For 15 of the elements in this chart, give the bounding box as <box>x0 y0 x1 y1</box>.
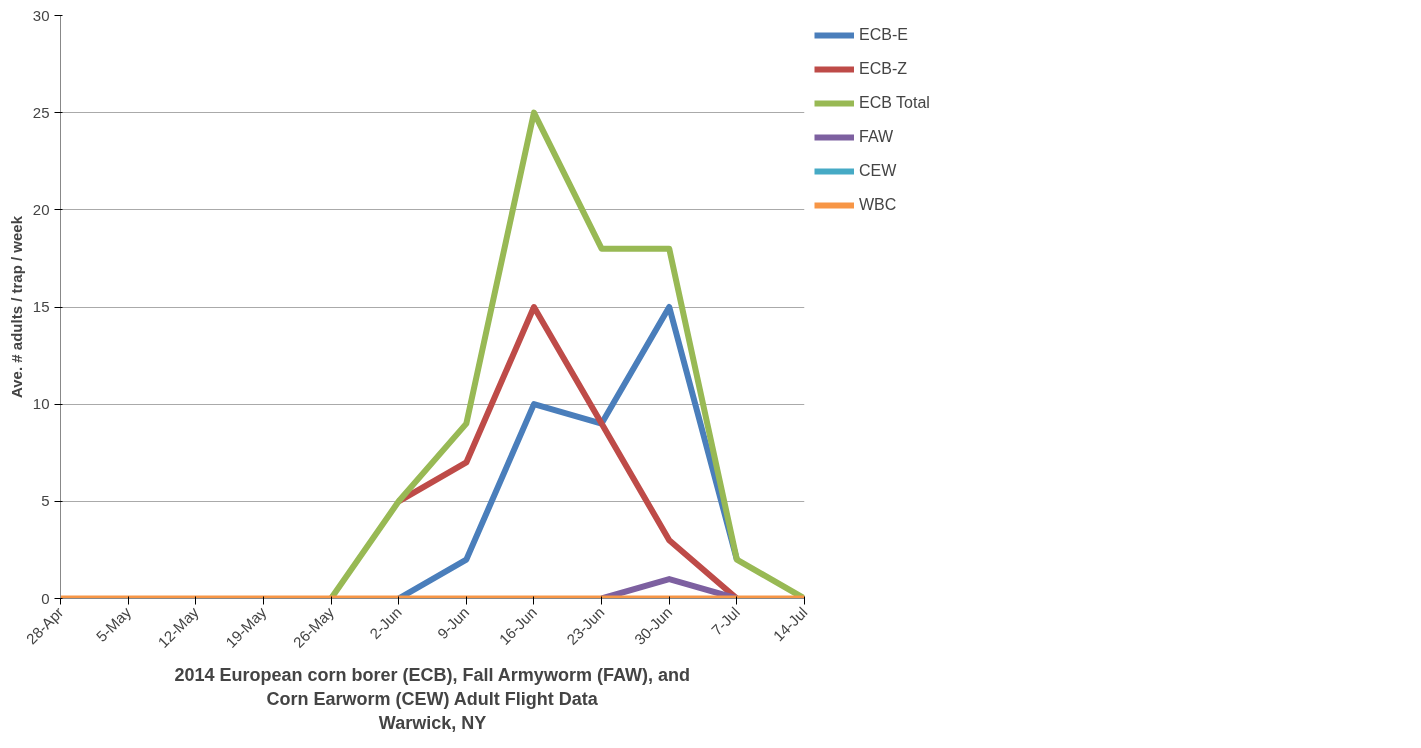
legend-label: CEW <box>859 162 897 180</box>
y-tick-label: 0 <box>41 589 50 607</box>
legend-label: WBC <box>859 196 897 214</box>
y-tick-label: 10 <box>32 395 50 413</box>
y-tick-label: 15 <box>32 298 50 315</box>
y-tick-label: 25 <box>32 103 50 121</box>
y-axis-title: Ave. # adults / trap / week <box>7 215 25 399</box>
y-tick-label: 5 <box>41 492 50 510</box>
y-tick-label: 20 <box>32 200 50 218</box>
x-axis-title: 2014 European corn borer (ECB), Fall Armyworm (FAW), and Corn Earworm (CEW) Adult Flight Data Warwick, NY <box>174 664 690 733</box>
legend-label: ECB-Z <box>859 60 907 78</box>
legend-label: ECB-E <box>859 26 908 44</box>
legend-label: FAW <box>859 128 894 146</box>
y-tick-label: 30 <box>32 6 50 24</box>
legend-label: ECB Total <box>859 94 930 112</box>
